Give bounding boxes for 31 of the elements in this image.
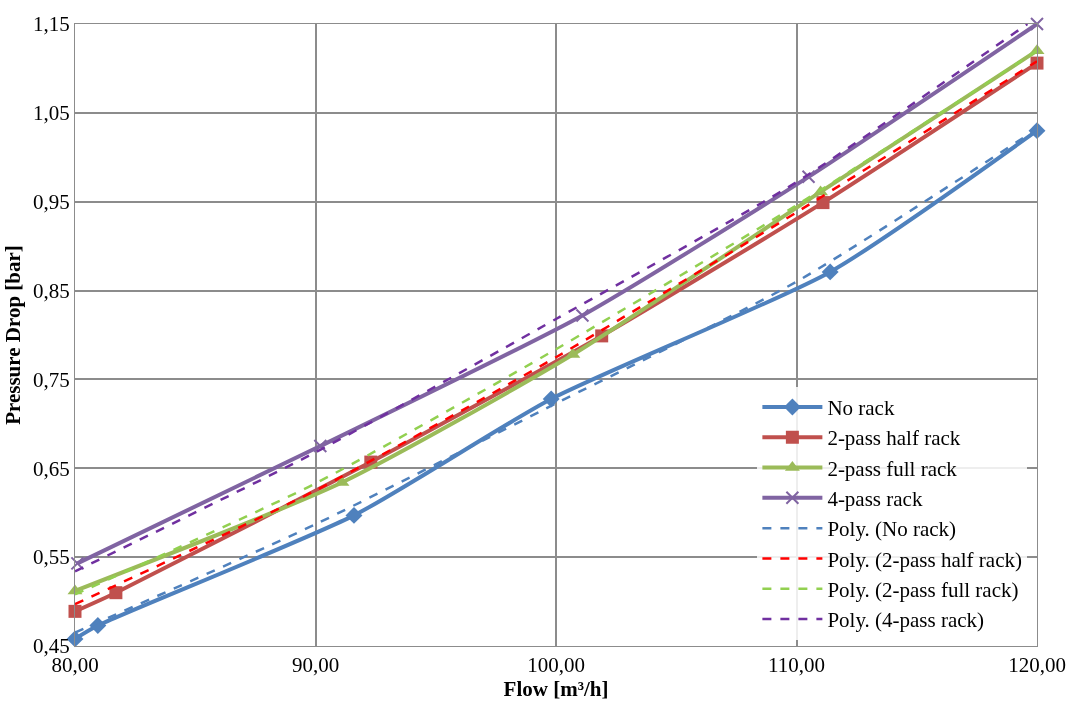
legend-label: Poly. (2-pass half rack) [827,547,1022,572]
point [821,263,839,281]
x-axis-title: Flow [m³/h] [503,677,609,702]
legend-label: Poly. (2-pass full rack) [827,577,1019,602]
point [109,586,123,600]
x-tick-label: 100,00 [527,653,585,678]
y-tick-label: 1,05 [33,101,70,126]
point [575,308,590,323]
legend-label: No rack [827,396,895,421]
x-tick-label: 120,00 [1008,653,1066,678]
point [345,506,363,524]
y-tick-label: 0,85 [33,278,70,303]
legend-label: 2-pass half rack [827,426,961,451]
point [801,169,816,184]
x-tick-label: 90,00 [291,653,340,678]
y-tick-label: 0,55 [33,545,70,570]
y-tick-label: 0,75 [33,367,70,392]
legend-label: Poly. (No rack) [827,517,957,542]
legend-label: 2-pass full rack [827,456,958,481]
y-axis-title: Pressure Drop [bar] [1,245,26,425]
x-tick-label: 110,00 [768,653,825,678]
point [68,604,82,618]
y-tick-label: 0,65 [33,456,70,481]
y-tick-label: 1,15 [33,12,70,37]
point [70,556,85,571]
y-tick-label: 0,95 [33,190,70,215]
point [1030,17,1044,31]
point [313,439,328,454]
legend-label: Poly. (4-pass rack) [827,608,985,633]
point [542,390,560,408]
legend-label: 4-pass rack [827,487,923,512]
